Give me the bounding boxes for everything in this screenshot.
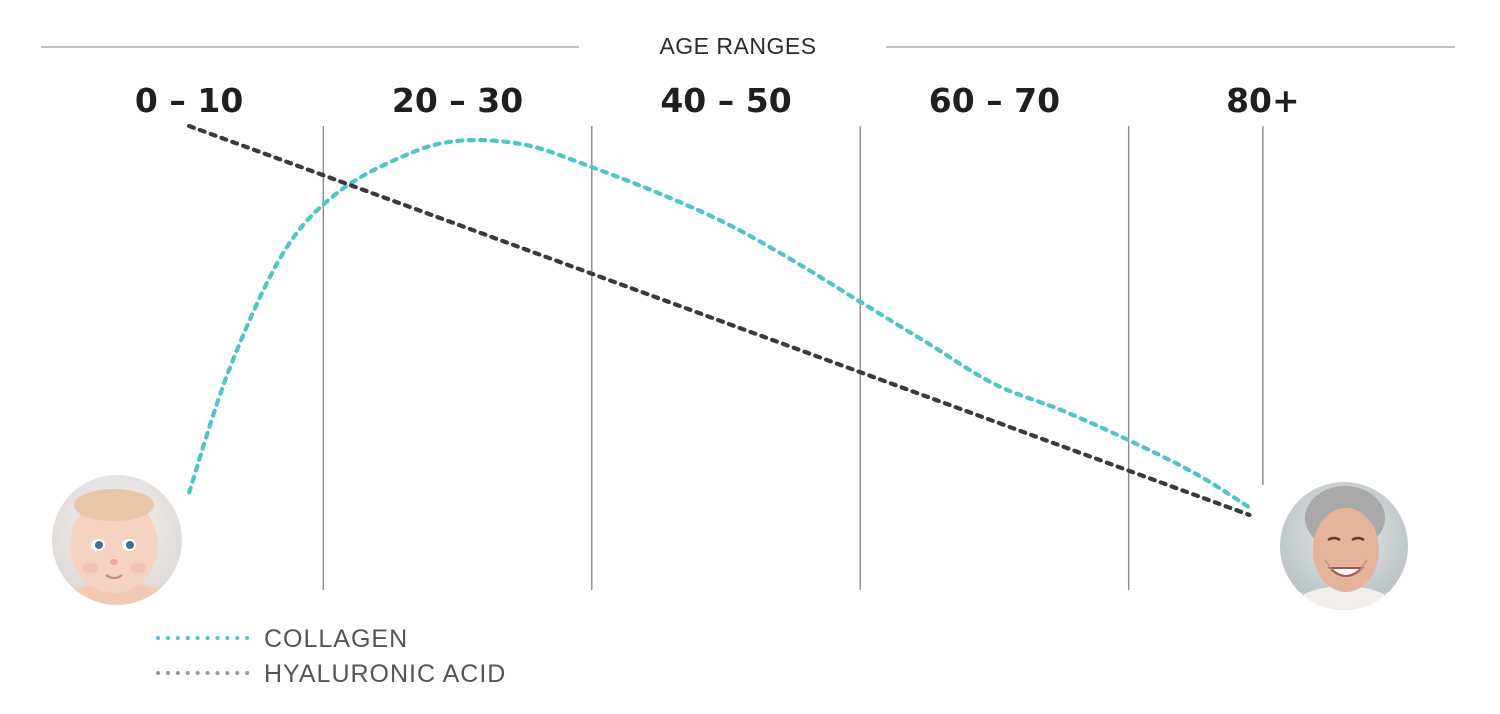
series-lines	[187, 123, 1252, 518]
category-label: 60 – 70	[929, 81, 1060, 120]
category-labels: 0 – 10 20 – 30 40 – 50 60 – 70 80+	[135, 81, 1300, 120]
legend-label-hyaluronic-acid: HYALURONIC ACID	[264, 660, 506, 688]
category-label: 40 – 50	[660, 81, 791, 120]
legend: COLLAGEN HYALURONIC ACID	[156, 625, 506, 688]
series-line-collagen	[187, 138, 1252, 510]
category-label: 20 – 30	[392, 81, 523, 120]
category-label: 80+	[1226, 81, 1300, 120]
legend-label-collagen: COLLAGEN	[264, 625, 408, 653]
category-label: 0 – 10	[135, 81, 243, 120]
grid-lines	[322, 126, 1264, 590]
elderly-woman-face-icon	[1280, 482, 1408, 610]
chart-title: AGE RANGES	[659, 33, 816, 59]
baby-face-icon	[52, 475, 182, 605]
series-line-hyaluronic-acid	[187, 123, 1252, 518]
